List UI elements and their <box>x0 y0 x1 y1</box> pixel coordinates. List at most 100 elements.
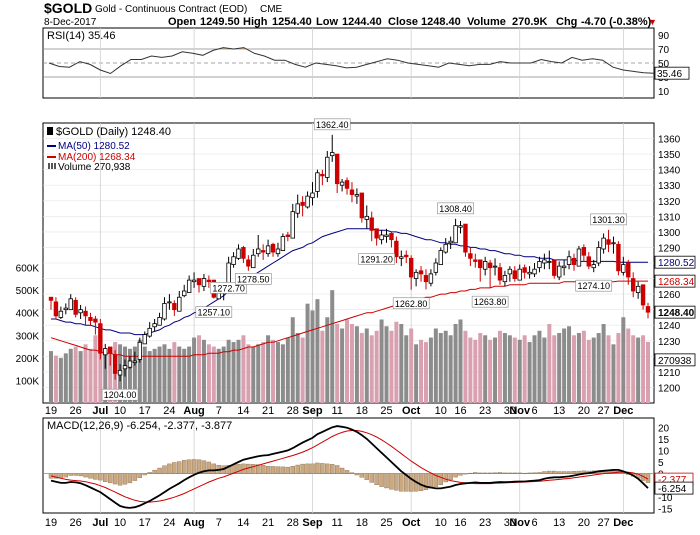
candle-body <box>408 257 414 278</box>
macd-histogram-bar <box>542 471 547 474</box>
volume-bar <box>364 328 369 403</box>
x-axis-label: 28 <box>287 405 299 417</box>
macd-histogram-bar <box>453 473 458 478</box>
candle-body <box>394 240 399 258</box>
volume-ytick: 600K <box>16 264 40 275</box>
candle-body <box>265 245 271 255</box>
macd-histogram-bar <box>147 472 152 474</box>
x-axis-label: 14 <box>237 405 249 417</box>
x-axis-label: Aug <box>183 517 204 529</box>
volume-bar <box>631 335 636 403</box>
x-axis-label: 13 <box>553 405 565 417</box>
chart-date: 8-Dec-2017 <box>44 17 97 28</box>
macd-histogram-bar <box>399 473 404 492</box>
candle-body <box>334 153 340 185</box>
macd-histogram-bar <box>497 472 503 474</box>
volume-bar <box>379 319 384 403</box>
x-axis-label: Nov <box>509 517 531 529</box>
macd-histogram-bar <box>389 473 394 490</box>
macd-histogram-bar <box>112 473 118 485</box>
x-axis-label: 13 <box>553 517 565 529</box>
macd-histogram-bar <box>428 473 434 489</box>
candle-body <box>458 225 463 228</box>
candle-body <box>137 341 143 360</box>
change-label: Chg <box>556 16 577 28</box>
x-axis-label: 17 <box>139 405 151 417</box>
volume-bar <box>172 342 177 403</box>
macd-ytick: 5 <box>658 458 664 469</box>
volume-value: 270.9K <box>512 16 548 28</box>
symbol: $GOLD <box>44 0 92 16</box>
volume-bar <box>576 333 581 403</box>
candle-body <box>517 268 522 281</box>
ma200-value-tag-box <box>654 274 696 288</box>
price-ytick: 1260 <box>658 290 681 301</box>
volume-bar <box>438 333 443 403</box>
volume-bar <box>483 335 488 403</box>
legend-ma200: MA(200) 1268.34 <box>58 152 136 163</box>
candle-body <box>305 195 310 208</box>
volume-bar <box>527 342 532 403</box>
candle-body <box>621 264 626 273</box>
macd-histogram-bar <box>53 473 59 479</box>
candle-body <box>108 346 113 354</box>
volume-bar <box>384 326 389 403</box>
macd-histogram-bar <box>320 463 325 474</box>
x-axis-label: 11 <box>331 517 342 529</box>
x-axis-label: 25 <box>380 517 392 529</box>
x-axis-label: 27 <box>597 405 609 417</box>
macd-histogram-bar <box>127 473 133 484</box>
volume-bar <box>73 346 78 403</box>
candle-body <box>640 284 646 306</box>
volume-bar <box>606 335 611 403</box>
candle-body <box>325 156 330 178</box>
volume-bar <box>285 337 290 403</box>
volume-ytick: 300K <box>16 331 40 342</box>
candle-body <box>364 215 369 220</box>
candle-body <box>73 299 78 315</box>
candle-body <box>404 254 409 258</box>
volume-bar <box>251 346 256 403</box>
candle-body <box>147 327 152 337</box>
x-axis-label: 27 <box>597 517 609 529</box>
macd-histogram-bar <box>463 473 468 475</box>
candle-body <box>522 267 527 273</box>
macd-histogram-bar <box>349 472 355 474</box>
volume-bar <box>325 317 330 403</box>
volume-bar <box>137 339 142 403</box>
candle-body <box>191 279 197 283</box>
x-axis-label: Dec <box>613 405 633 417</box>
macd-histogram-bar <box>561 471 567 474</box>
candle-body <box>389 233 394 241</box>
macd-panel: MACD(12,26,9) -6.254, -2.377, -3.877 -15… <box>42 417 694 515</box>
candle-body <box>547 261 552 263</box>
macd-histogram-bar <box>547 470 552 474</box>
macd-histogram-bar <box>280 466 286 474</box>
macd-ytick: 20 <box>658 423 670 434</box>
candle-body <box>122 365 128 370</box>
volume-bar <box>108 351 113 403</box>
macd-histogram-bar <box>270 466 276 474</box>
price-annotation: 1204.00 <box>104 390 137 400</box>
volume-bar <box>315 299 320 403</box>
macd-histogram-bar <box>177 461 182 474</box>
macd-histogram-bar <box>404 473 409 492</box>
annotation-box <box>358 253 395 265</box>
volume-bar <box>349 324 354 403</box>
legend-price-title: $GOLD (Daily) 1248.40 <box>56 126 171 138</box>
macd-signal-line <box>50 430 649 503</box>
volume-bar <box>512 337 517 403</box>
price-annotation: 1274.10 <box>577 281 610 291</box>
macd-histogram-bar <box>408 473 414 492</box>
macd-histogram-bar <box>478 472 483 474</box>
volume-ytick: 200K <box>16 354 40 365</box>
macd-histogram-bar <box>305 463 310 474</box>
price-ytick: 1300 <box>658 228 681 239</box>
candle-body <box>626 262 631 278</box>
macd-histogram-bar <box>137 473 143 478</box>
candle-body <box>78 309 83 314</box>
rsi-value-tag-box <box>654 66 690 80</box>
macd-histogram-bar <box>103 473 108 482</box>
macd-histogram-bar <box>384 473 389 489</box>
volume-bar <box>571 335 576 403</box>
